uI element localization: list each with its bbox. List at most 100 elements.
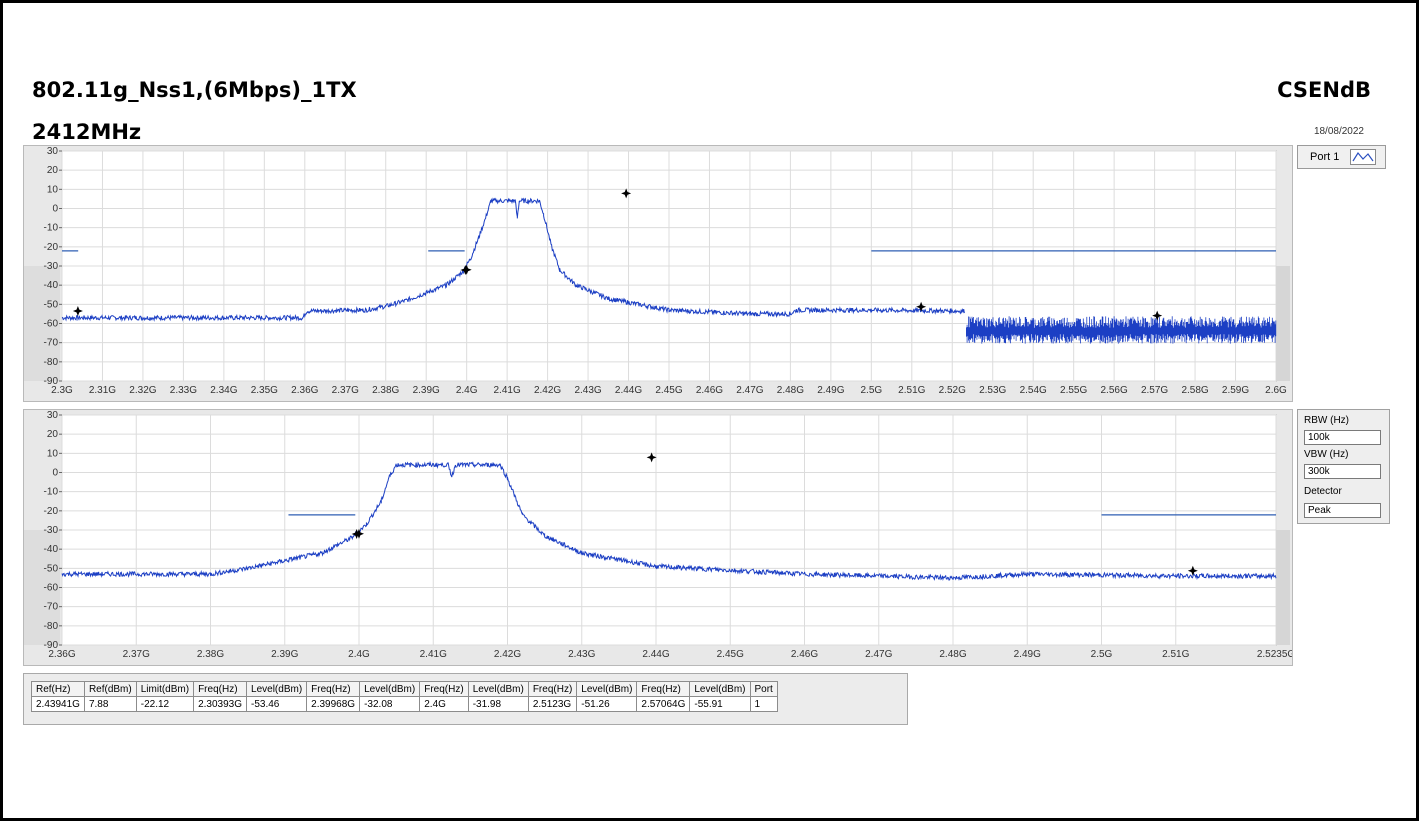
vbw-field[interactable]: 300k <box>1304 464 1381 479</box>
table-header-cell: Level(dBm) <box>246 681 308 697</box>
range-indicator <box>1276 530 1290 645</box>
marker-point <box>354 528 365 539</box>
table-cell: -32.08 <box>359 696 421 712</box>
x-tick-label: 2.42G <box>494 649 521 660</box>
table-row: 2.43941G 7.88 -22.12 2.30393G -53.46 2.39968G… <box>31 696 778 712</box>
x-tick-label: 2.54G <box>1020 385 1047 396</box>
y-tick-label: -60 <box>44 319 59 330</box>
detector-label: Detector <box>1304 486 1342 497</box>
marker-point <box>1152 310 1163 321</box>
marker-point <box>461 264 472 275</box>
table-header-cell: Freq(Hz) <box>636 681 691 697</box>
y-tick-label: -10 <box>44 487 59 498</box>
x-tick-label: 2.46G <box>791 649 818 660</box>
y-tick-label: -30 <box>44 261 59 272</box>
x-tick-label: 2.36G <box>48 649 75 660</box>
y-tick-label: 20 <box>47 165 59 176</box>
y-tick-label: -60 <box>44 583 59 594</box>
x-tick-label: 2.48G <box>939 649 966 660</box>
x-tick-label: 2.44G <box>642 649 669 660</box>
y-tick-label: -50 <box>44 299 59 310</box>
y-tick-label: 20 <box>47 429 59 440</box>
x-tick-label: 2.37G <box>123 649 150 660</box>
x-tick-label: 2.44G <box>615 385 642 396</box>
x-tick-label: 2.32G <box>129 385 156 396</box>
trace-legend[interactable]: Port 1 <box>1297 145 1386 169</box>
x-tick-label: 2.43G <box>574 385 601 396</box>
noise-trace <box>966 316 1277 344</box>
y-tick-label: -70 <box>44 602 59 613</box>
range-indicator-left <box>24 266 60 381</box>
table-header-cell: Freq(Hz) <box>527 681 578 697</box>
table-header-cell: Level(dBm) <box>689 681 751 697</box>
results-table-panel: Ref(Hz) Ref(dBm) Limit(dBm) Freq(Hz) Level(d… <box>23 673 908 725</box>
marker-point <box>646 452 657 463</box>
table-cell: -31.98 <box>467 696 529 712</box>
y-tick-label: 30 <box>47 410 59 421</box>
page-title: 802.11g_Nss1,(6Mbps)_1TX <box>32 78 357 102</box>
table-cell: 2.39968G <box>306 696 361 712</box>
x-tick-label: 2.3G <box>51 385 73 396</box>
x-tick-label: 2.59G <box>1222 385 1249 396</box>
table-cell: -22.12 <box>135 696 195 712</box>
table-header-cell: Level(dBm) <box>576 681 638 697</box>
table-header-cell: Level(dBm) <box>467 681 529 697</box>
rbw-field[interactable]: 100k <box>1304 430 1381 445</box>
results-table: Ref(Hz) Ref(dBm) Limit(dBm) Freq(Hz) Level(d… <box>31 681 778 712</box>
y-tick-label: -80 <box>44 621 59 632</box>
line-plot-icon <box>1352 151 1374 162</box>
table-cell: -51.26 <box>576 696 638 712</box>
detector-field[interactable]: Peak <box>1304 503 1381 518</box>
x-tick-label: 2.36G <box>291 385 318 396</box>
y-tick-label: -40 <box>44 544 59 555</box>
x-tick-label: 2.5G <box>1091 649 1113 660</box>
x-tick-label: 2.5235G <box>1257 649 1292 660</box>
spectrum-chart-zoom: 30 20 10 0 -10 -20 -30 -40 -50 -60 -70 -80 -902.36G 2… <box>24 410 1295 660</box>
table-cell: 2.57064G <box>636 696 691 712</box>
y-tick-label: 0 <box>52 204 58 215</box>
y-tick-label: 10 <box>47 448 59 459</box>
x-tick-label: 2.41G <box>494 385 521 396</box>
legend-label: Port 1 <box>1310 151 1340 163</box>
y-tick-label: 0 <box>52 468 58 479</box>
report-date: 18/08/2022 <box>1313 126 1364 137</box>
y-tick-label: -90 <box>44 376 59 387</box>
x-tick-label: 2.37G <box>332 385 359 396</box>
range-indicator <box>1276 266 1290 381</box>
marker-point <box>621 188 632 199</box>
y-tick-label: 30 <box>47 146 59 157</box>
x-tick-label: 2.52G <box>939 385 966 396</box>
table-header-cell: Ref(Hz) <box>31 681 85 697</box>
x-tick-label: 2.43G <box>568 649 595 660</box>
table-header-cell: Port <box>749 681 778 697</box>
x-tick-label: 2.51G <box>898 385 925 396</box>
x-tick-label: 2.4G <box>348 649 370 660</box>
y-tick-label: -90 <box>44 640 59 651</box>
x-tick-label: 2.6G <box>1265 385 1287 396</box>
x-tick-label: 2.5G <box>860 385 882 396</box>
marker-point <box>916 301 927 312</box>
table-header-cell: Ref(dBm) <box>83 681 137 697</box>
x-tick-label: 2.38G <box>372 385 399 396</box>
y-tick-label: -20 <box>44 242 59 253</box>
y-tick-label: -80 <box>44 357 59 368</box>
trace-style-icon[interactable] <box>1350 149 1376 165</box>
y-tick-label: -20 <box>44 506 59 517</box>
table-header-cell: Freq(Hz) <box>306 681 361 697</box>
chart-panel-top: 30 20 10 0 -10 -20 -30 -40 -50 -60 -70 -80 -90 2.3G 2.… <box>23 145 1293 402</box>
x-tick-label: 2.48G <box>777 385 804 396</box>
x-tick-label: 2.53G <box>979 385 1006 396</box>
measurement-settings: RBW (Hz) 100k VBW (Hz) 300k Detector Pea… <box>1297 409 1390 524</box>
table-cell: 2.5123G <box>527 696 578 712</box>
x-tick-label: 2.49G <box>817 385 844 396</box>
table-header-cell: Limit(dBm) <box>135 681 195 697</box>
y-tick-label: 10 <box>47 184 59 195</box>
x-tick-label: 2.58G <box>1181 385 1208 396</box>
x-tick-label: 2.47G <box>865 649 892 660</box>
y-tick-label: -50 <box>44 563 59 574</box>
x-tick-label: 2.49G <box>1014 649 1041 660</box>
table-cell: 2.43941G <box>31 696 85 712</box>
x-tick-label: 2.39G <box>413 385 440 396</box>
table-cell: -55.91 <box>689 696 751 712</box>
range-indicator-left <box>24 530 60 645</box>
